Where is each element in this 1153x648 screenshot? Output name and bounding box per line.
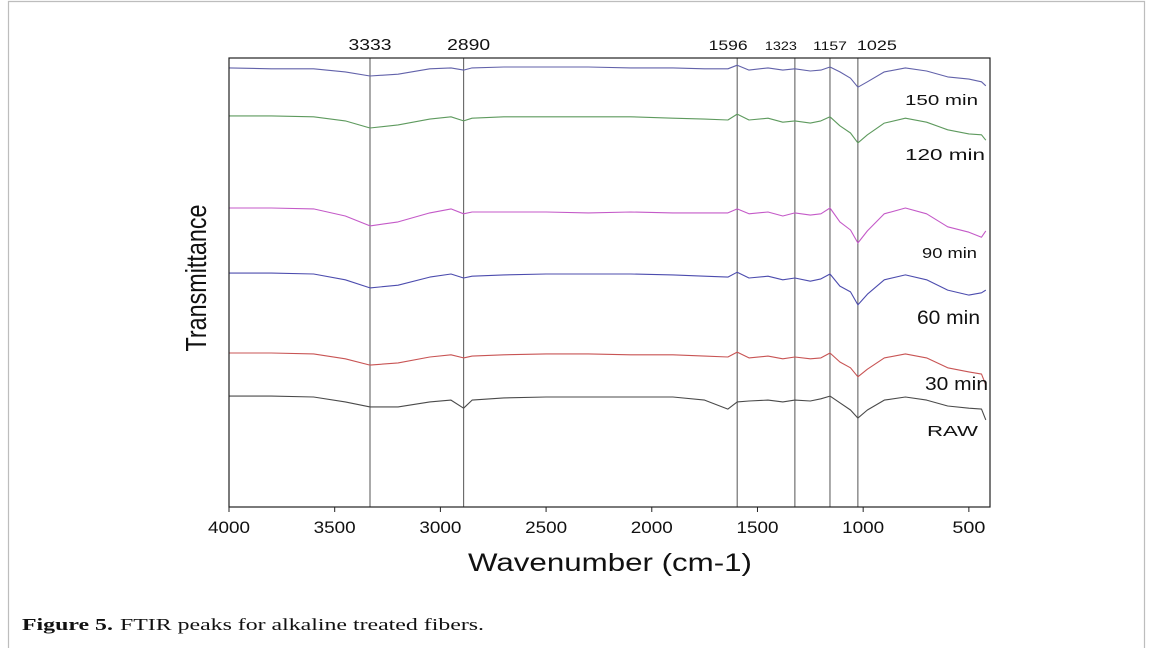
figure-caption: Figure 5. FTIR peaks for alkaline treated…	[22, 616, 484, 633]
series-label-30-min: 30 min	[925, 374, 988, 394]
series-line-raw	[229, 395, 987, 421]
x-tick-label-2500: 2500	[525, 518, 567, 537]
series-labels: 150 min 120 min 90 min 60 min 30 min RAW	[905, 92, 988, 440]
x-tick-label-1500: 1500	[736, 518, 778, 537]
x-tick-label-2000: 2000	[631, 518, 673, 537]
peak-label-1025: 1025	[857, 37, 897, 53]
caption-label: Figure 5.	[22, 615, 113, 634]
series-line-90-min	[229, 207, 987, 244]
peak-labels: 3333 2890 1596 1323 1157 1025	[348, 37, 897, 54]
series-line-60-min	[229, 271, 987, 306]
peak-label-3333: 3333	[348, 37, 391, 54]
plot-area: 4000 3500 3000 2500 2000 1500 1000 500 150 min1…	[208, 37, 991, 537]
series-line-30-min	[229, 351, 987, 386]
peak-label-1596: 1596	[709, 37, 748, 53]
y-axis-label: Transmittance	[181, 205, 212, 352]
series-label-90-min: 90 min	[922, 245, 977, 262]
figure-border	[7, 0, 1146, 648]
series-label-raw: RAW	[927, 423, 979, 440]
peak-lines	[369, 58, 859, 507]
x-tick-label-4000: 4000	[208, 518, 250, 537]
peak-label-1323: 1323	[765, 39, 797, 53]
x-tick-label-1000: 1000	[842, 518, 884, 537]
x-axis-label: Wavenumber (cm-1)	[468, 549, 752, 577]
series-line-120-min	[229, 113, 987, 144]
peak-label-2890: 2890	[447, 37, 490, 54]
series-label-120-min: 120 min	[905, 147, 985, 164]
plot-frame	[228, 57, 991, 508]
x-axis-ticks: 4000 3500 3000 2500 2000 1500 1000 500	[208, 507, 985, 537]
series-label-60-min: 60 min	[917, 308, 980, 329]
x-tick-label-500: 500	[952, 518, 985, 537]
peak-label-1157: 1157	[813, 39, 847, 53]
series-group	[228, 64, 987, 421]
x-tick-label-3500: 3500	[314, 518, 356, 537]
series-label-150-min: 150 min	[905, 92, 978, 109]
series-line-150-min	[228, 64, 987, 88]
caption-text: FTIR peaks for alkaline treated fibers.	[119, 615, 485, 634]
x-tick-label-3000: 3000	[419, 518, 461, 537]
